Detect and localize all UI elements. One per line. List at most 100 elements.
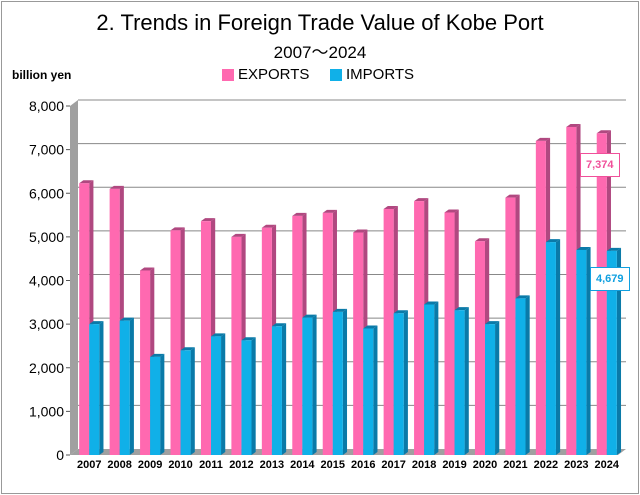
bar-imports-2022 — [545, 242, 556, 455]
bar-top-exports — [535, 137, 551, 141]
x-tick-label: 2015 — [321, 459, 345, 471]
bar-top-imports — [515, 295, 530, 299]
bar-imports-2018 — [424, 304, 435, 455]
legend-exports: EXPORTS — [222, 66, 309, 83]
bar-side-imports — [281, 323, 287, 455]
bar-top-exports — [505, 194, 520, 198]
bar-side-imports — [373, 325, 378, 455]
bar-imports-2014 — [302, 317, 313, 455]
bar-top-exports — [109, 185, 124, 189]
x-tick-label: 2023 — [564, 459, 588, 471]
bar-exports-2008 — [109, 188, 120, 455]
bar-exports-2022 — [535, 140, 546, 455]
bar-imports-2013 — [271, 326, 282, 455]
axis-wall — [70, 100, 78, 455]
bar-imports-2011 — [211, 336, 222, 455]
bar-exports-2009 — [140, 270, 151, 455]
bar-top-exports — [292, 212, 307, 216]
bar-exports-2017 — [383, 208, 394, 455]
bar-top-exports — [261, 224, 277, 228]
bar-top-imports — [271, 323, 287, 327]
bar-imports-2020 — [485, 324, 496, 455]
bar-exports-2007 — [79, 183, 90, 455]
bar-top-exports — [140, 267, 155, 271]
bar-exports-2014 — [292, 215, 303, 455]
bar-imports-2010 — [180, 350, 191, 455]
y-tick-label: 2,000 — [29, 360, 64, 376]
bar-imports-2007 — [89, 324, 100, 455]
y-tick-label: 5,000 — [29, 229, 64, 245]
bar-side-imports — [160, 353, 165, 455]
bar-imports-2009 — [150, 356, 161, 455]
bar-top-imports — [332, 308, 348, 312]
bar-top-exports — [383, 205, 398, 209]
y-tick-label: 7,000 — [29, 142, 64, 158]
bar-side-imports — [403, 310, 408, 455]
bar-exports-2020 — [474, 241, 485, 455]
bar-side-imports — [221, 333, 226, 455]
data-label-exports-2024: 7,374 — [580, 153, 620, 177]
bar-top-imports — [180, 347, 195, 351]
x-tick-label: 2009 — [138, 459, 162, 471]
bar-exports-2019 — [444, 212, 455, 455]
bar-side-imports — [555, 239, 561, 455]
x-tick-label: 2019 — [442, 459, 466, 471]
bar-top-imports — [545, 239, 561, 243]
bar-side-imports — [129, 317, 134, 455]
bar-top-exports — [322, 209, 337, 213]
bar-imports-2017 — [393, 313, 404, 455]
bar-side-imports — [251, 337, 256, 455]
y-tick-label: 8,000 — [29, 98, 64, 114]
y-tick-label: 6,000 — [29, 185, 64, 201]
bar-top-exports — [596, 130, 611, 134]
bar-top-imports — [424, 301, 439, 305]
y-axis-label: billion yen — [12, 68, 72, 82]
bar-exports-2010 — [170, 230, 181, 455]
y-tick-label: 0 — [56, 447, 64, 463]
bar-exports-2018 — [414, 201, 425, 455]
x-tick-label: 2017 — [381, 459, 405, 471]
bar-exports-2021 — [505, 197, 516, 456]
bar-exports-2016 — [353, 232, 364, 455]
bar-top-exports — [200, 218, 216, 222]
x-tick-label: 2018 — [412, 459, 436, 471]
bar-top-exports — [474, 238, 490, 242]
bar-side-imports — [464, 307, 469, 455]
bar-top-imports — [119, 317, 134, 321]
bar-side-imports — [99, 321, 104, 455]
bar-side-imports — [342, 308, 348, 455]
y-tick-label: 3,000 — [29, 316, 64, 332]
bar-imports-2019 — [454, 310, 465, 455]
bar-side-imports — [586, 246, 591, 455]
bar-top-imports — [241, 337, 256, 341]
x-tick-label: 2011 — [199, 459, 223, 471]
legend-swatch-exports — [222, 68, 234, 81]
bar-exports-2011 — [200, 221, 211, 455]
bar-exports-2024 — [596, 133, 607, 455]
bar-imports-2024 — [606, 250, 617, 455]
bar-top-exports — [444, 209, 459, 213]
x-tick-label: 2007 — [77, 459, 101, 471]
x-tick-label: 2022 — [534, 459, 558, 471]
bar-imports-2008 — [119, 320, 130, 455]
x-tick-label: 2013 — [260, 459, 284, 471]
legend-swatch-imports — [330, 68, 342, 81]
bar-top-exports — [566, 123, 581, 127]
chart-subtitle: 2007～2024 — [273, 43, 367, 62]
bar-top-imports — [454, 307, 469, 311]
bar-imports-2016 — [363, 328, 374, 455]
bar-imports-2021 — [515, 298, 526, 455]
bar-top-imports — [302, 314, 317, 318]
bar-top-imports — [211, 333, 226, 337]
x-tick-label: 2008 — [107, 459, 131, 471]
x-tick-label: 2012 — [229, 459, 253, 471]
legend-imports: IMPORTS — [330, 66, 414, 83]
data-label-imports-2024: 4,679 — [590, 267, 630, 291]
legend-label-imports: IMPORTS — [346, 66, 415, 83]
bar-top-imports — [606, 247, 622, 251]
x-tick-label: 2016 — [351, 459, 375, 471]
bar-imports-2012 — [241, 340, 252, 455]
bar-top-imports — [393, 310, 408, 314]
